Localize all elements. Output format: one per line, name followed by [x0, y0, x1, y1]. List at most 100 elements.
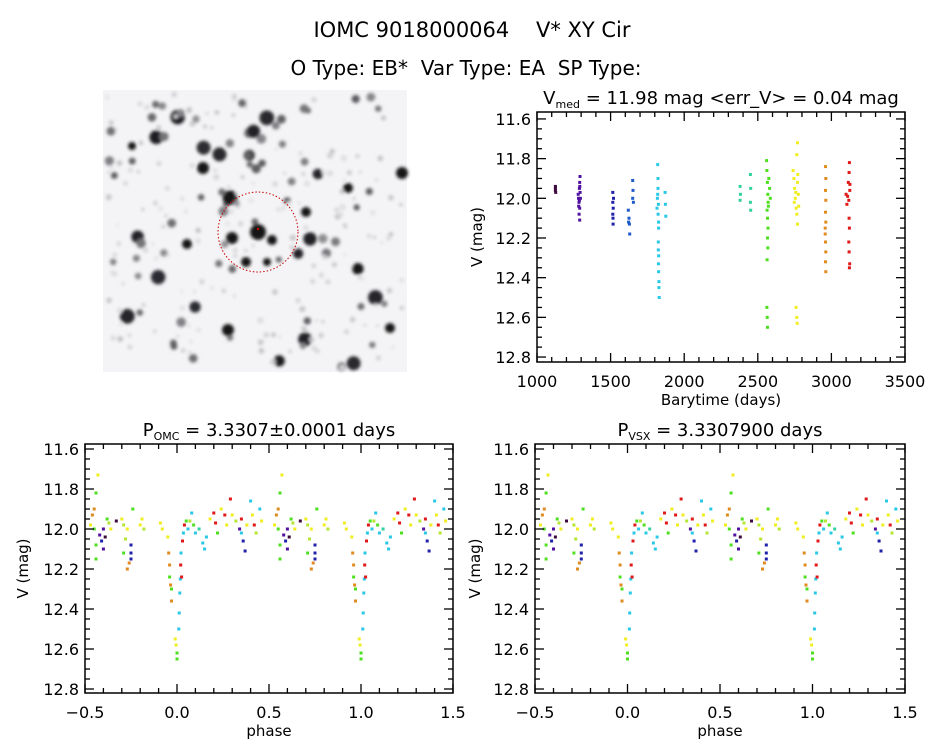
data-point — [94, 491, 98, 495]
data-point — [180, 575, 184, 579]
data-point — [733, 533, 737, 537]
data-point — [617, 551, 621, 555]
star — [156, 161, 162, 166]
star — [251, 181, 256, 185]
star — [331, 237, 340, 247]
data-point — [827, 523, 831, 527]
data-point — [766, 236, 769, 240]
data-point — [631, 200, 635, 204]
star — [195, 227, 201, 233]
data-point — [241, 539, 245, 543]
data-point — [801, 535, 805, 539]
data-point — [228, 497, 232, 501]
data-point — [766, 192, 770, 196]
star — [300, 157, 309, 166]
data-point — [577, 186, 581, 190]
data-point — [361, 611, 365, 615]
data-point — [127, 561, 131, 565]
data-point — [436, 523, 440, 527]
data-point — [539, 523, 542, 527]
star — [218, 188, 226, 196]
star — [197, 162, 209, 174]
star — [314, 348, 320, 354]
data-point — [656, 186, 660, 190]
data-point — [750, 519, 753, 523]
star — [278, 140, 286, 148]
star — [246, 124, 261, 138]
star — [127, 333, 132, 338]
data-point — [216, 531, 219, 535]
data-point — [403, 507, 407, 511]
data-point — [767, 177, 771, 180]
data-point — [429, 523, 433, 527]
star — [238, 99, 247, 108]
star — [110, 166, 114, 170]
y-tick-label: 12.6 — [495, 308, 531, 327]
data-point — [578, 180, 582, 184]
data-point — [894, 507, 898, 511]
star — [120, 281, 126, 287]
data-point — [423, 531, 427, 535]
data-point — [824, 240, 827, 244]
data-point — [274, 513, 278, 517]
data-point — [657, 270, 661, 274]
star — [339, 203, 344, 208]
data-point — [796, 222, 799, 226]
data-point — [886, 513, 890, 517]
data-point — [873, 527, 877, 531]
star — [105, 194, 112, 201]
data-point — [179, 551, 183, 555]
star — [339, 189, 345, 194]
data-point — [815, 551, 819, 555]
star — [136, 170, 140, 174]
data-point — [125, 567, 129, 571]
data-point — [322, 523, 326, 527]
data-point — [631, 188, 635, 192]
data-point — [177, 627, 181, 631]
data-point — [278, 543, 282, 547]
data-point — [366, 523, 370, 527]
star — [232, 98, 237, 103]
title-subscript: VSX — [628, 430, 651, 443]
star — [231, 113, 236, 118]
star — [319, 272, 324, 278]
star — [355, 154, 360, 159]
data-point — [278, 491, 282, 495]
star — [210, 125, 214, 130]
figure-subtitle: O Type: EB* Var Type: EA SP Type: — [290, 56, 641, 80]
star — [301, 326, 307, 332]
star — [153, 256, 159, 261]
data-point — [803, 575, 807, 579]
data-point — [738, 198, 742, 202]
star — [303, 232, 317, 246]
data-point — [219, 507, 223, 511]
data-point — [870, 519, 874, 523]
star — [298, 332, 313, 347]
data-point — [738, 184, 742, 188]
data-point — [258, 507, 262, 511]
data-point — [777, 527, 781, 531]
data-point — [177, 611, 181, 615]
star — [339, 364, 345, 370]
star — [180, 196, 185, 201]
data-point — [306, 523, 310, 527]
star — [304, 180, 310, 187]
data-point — [626, 651, 629, 655]
data-point — [385, 541, 389, 545]
data-point — [358, 643, 362, 647]
data-point — [626, 208, 630, 212]
data-point — [433, 499, 437, 503]
title-subscript: med — [556, 98, 580, 111]
data-point — [676, 523, 679, 527]
star — [263, 258, 271, 266]
data-point — [559, 527, 563, 531]
data-point — [287, 535, 291, 539]
x-tick-label: 2500 — [737, 372, 778, 391]
data-point — [817, 531, 821, 535]
data-point — [796, 173, 800, 176]
data-point — [306, 551, 310, 555]
data-point — [849, 521, 853, 525]
data-point — [681, 513, 685, 517]
data-point — [190, 511, 194, 515]
data-point — [368, 519, 372, 523]
